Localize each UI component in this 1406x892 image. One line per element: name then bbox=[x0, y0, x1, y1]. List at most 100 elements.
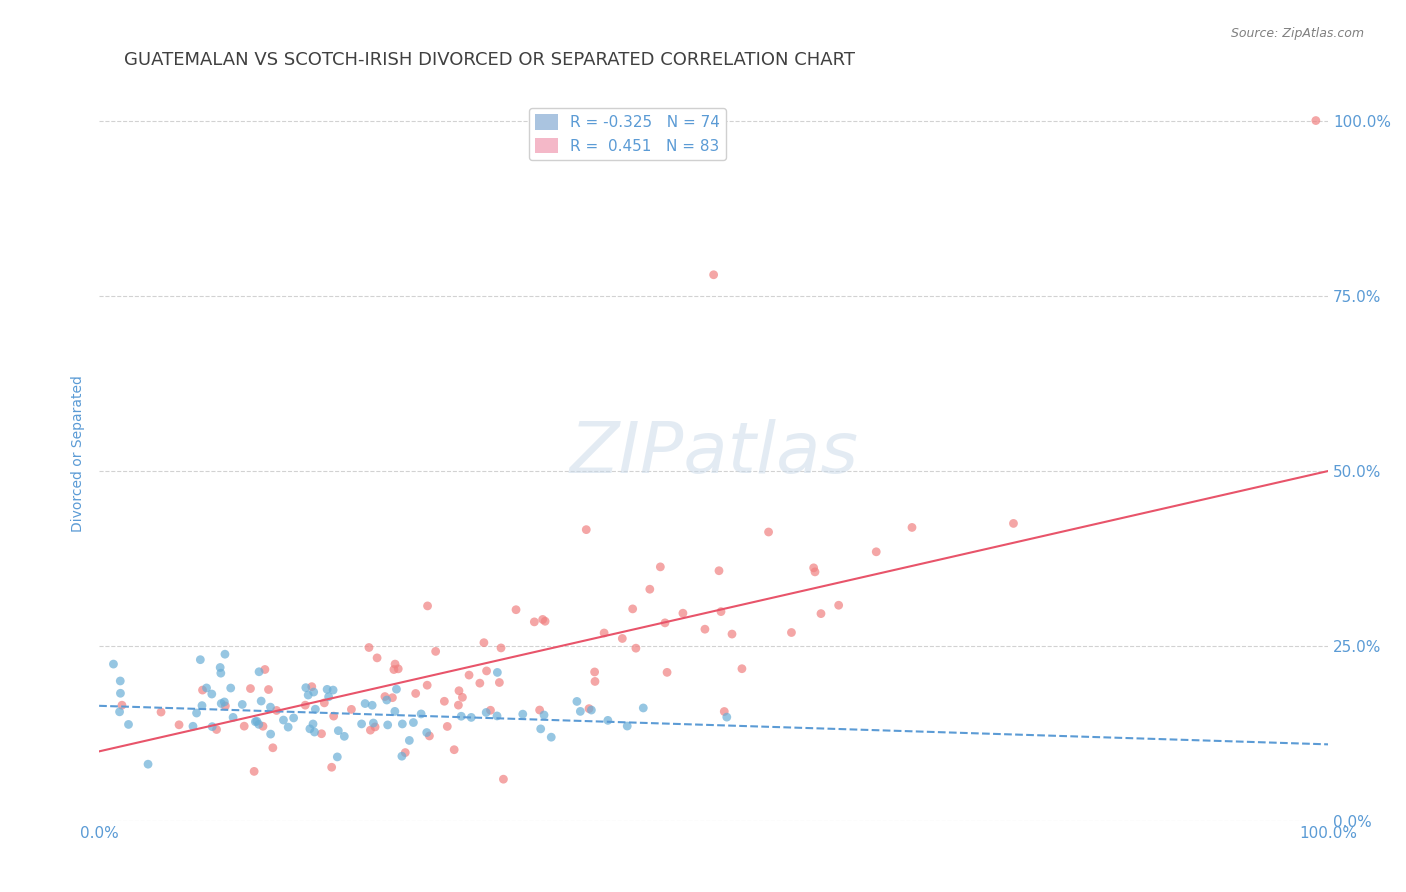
Point bbox=[612, 632, 634, 646]
Point bbox=[374, 690, 396, 704]
Point bbox=[621, 602, 644, 616]
Point bbox=[443, 742, 465, 756]
Point bbox=[450, 709, 472, 723]
Point bbox=[565, 694, 588, 708]
Point bbox=[191, 698, 214, 713]
Point bbox=[472, 635, 495, 649]
Point bbox=[575, 523, 598, 537]
Point bbox=[150, 705, 173, 719]
Point bbox=[468, 676, 491, 690]
Point bbox=[583, 674, 606, 689]
Point bbox=[865, 545, 887, 559]
Point bbox=[583, 665, 606, 679]
Point bbox=[475, 706, 498, 720]
Point bbox=[1305, 113, 1327, 128]
Point bbox=[418, 729, 440, 743]
Point bbox=[529, 703, 551, 717]
Point bbox=[253, 663, 276, 677]
Point bbox=[569, 705, 592, 719]
Point bbox=[316, 682, 339, 697]
Point bbox=[214, 695, 236, 709]
Point bbox=[804, 565, 827, 579]
Point bbox=[294, 698, 316, 713]
Point bbox=[433, 694, 456, 708]
Point bbox=[492, 772, 515, 787]
Point bbox=[391, 717, 413, 731]
Point bbox=[257, 682, 280, 697]
Point bbox=[322, 683, 344, 698]
Point bbox=[250, 694, 273, 708]
Point bbox=[581, 703, 603, 717]
Point bbox=[486, 665, 509, 680]
Point bbox=[633, 701, 655, 715]
Point bbox=[596, 714, 619, 728]
Point bbox=[710, 605, 733, 619]
Point bbox=[405, 686, 427, 700]
Point bbox=[321, 760, 343, 774]
Point bbox=[364, 720, 387, 734]
Point bbox=[578, 701, 600, 715]
Point bbox=[103, 657, 125, 671]
Point bbox=[209, 666, 232, 681]
Point bbox=[394, 746, 416, 760]
Point bbox=[731, 662, 754, 676]
Point bbox=[297, 688, 319, 702]
Point bbox=[201, 720, 224, 734]
Point bbox=[191, 683, 214, 698]
Point bbox=[402, 715, 425, 730]
Point bbox=[214, 698, 236, 713]
Point bbox=[222, 710, 245, 724]
Point bbox=[382, 663, 405, 677]
Point bbox=[901, 520, 924, 534]
Point bbox=[328, 723, 350, 738]
Point bbox=[302, 685, 325, 699]
Point bbox=[523, 615, 546, 629]
Point bbox=[425, 644, 447, 658]
Point bbox=[803, 561, 825, 575]
Point bbox=[350, 717, 373, 731]
Text: GUATEMALAN VS SCOTCH-IRISH DIVORCED OR SEPARATED CORRELATION CHART: GUATEMALAN VS SCOTCH-IRISH DIVORCED OR S… bbox=[124, 51, 855, 69]
Point bbox=[245, 714, 267, 729]
Point bbox=[416, 725, 439, 739]
Point bbox=[247, 665, 270, 679]
Point bbox=[326, 750, 349, 764]
Point bbox=[488, 675, 510, 690]
Point bbox=[209, 660, 232, 674]
Point bbox=[489, 640, 512, 655]
Point bbox=[530, 722, 553, 736]
Point bbox=[411, 706, 433, 721]
Point bbox=[246, 714, 269, 729]
Point bbox=[713, 705, 735, 719]
Point bbox=[322, 709, 344, 723]
Point bbox=[377, 718, 399, 732]
Point bbox=[398, 733, 420, 747]
Point bbox=[810, 607, 832, 621]
Point bbox=[447, 698, 470, 713]
Text: Source: ZipAtlas.com: Source: ZipAtlas.com bbox=[1230, 27, 1364, 40]
Point bbox=[111, 698, 134, 713]
Point bbox=[262, 740, 284, 755]
Point bbox=[384, 657, 406, 671]
Point bbox=[302, 717, 325, 731]
Point bbox=[479, 703, 502, 717]
Point bbox=[214, 647, 236, 661]
Point bbox=[505, 603, 527, 617]
Point bbox=[219, 681, 242, 695]
Point bbox=[295, 681, 318, 695]
Point bbox=[205, 723, 228, 737]
Point bbox=[301, 680, 323, 694]
Point bbox=[716, 710, 738, 724]
Point bbox=[780, 625, 803, 640]
Point bbox=[707, 564, 730, 578]
Point bbox=[638, 582, 661, 597]
Point bbox=[475, 664, 498, 678]
Point bbox=[277, 720, 299, 734]
Point bbox=[136, 757, 159, 772]
Point bbox=[340, 702, 363, 716]
Point bbox=[693, 622, 716, 636]
Point bbox=[314, 696, 336, 710]
Point bbox=[361, 698, 384, 713]
Point bbox=[239, 681, 262, 696]
Point bbox=[231, 698, 253, 712]
Point bbox=[486, 709, 509, 723]
